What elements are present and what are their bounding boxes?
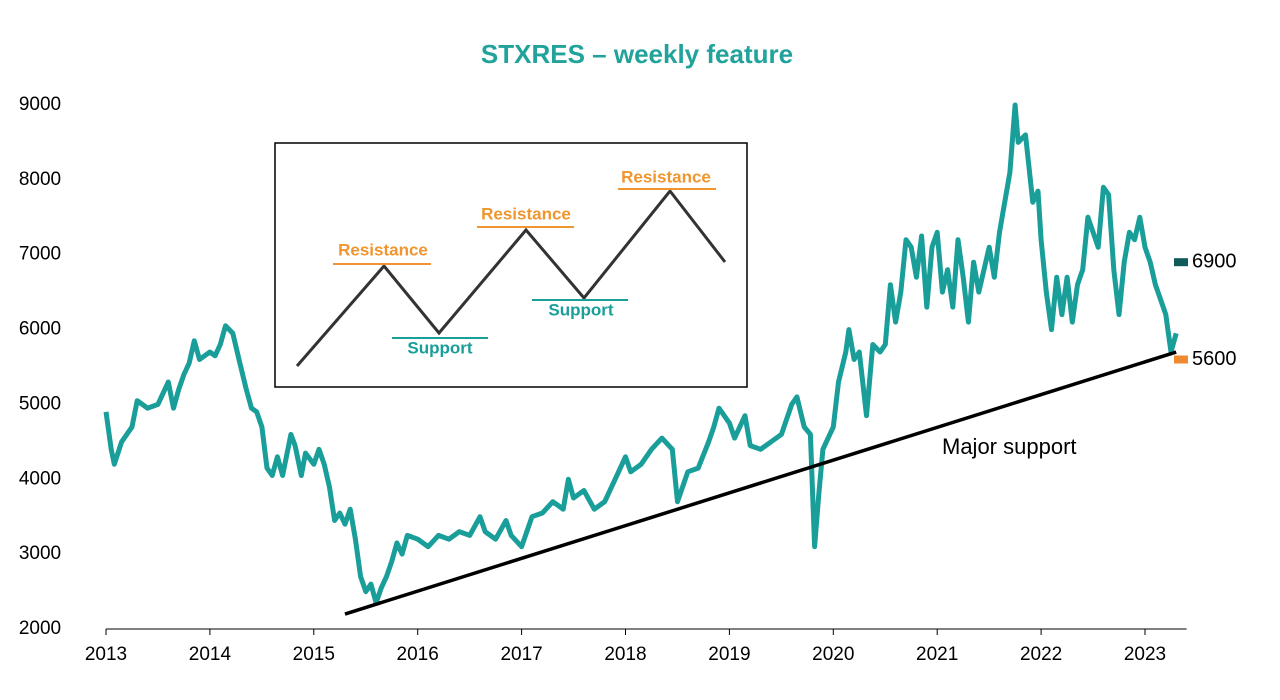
level-label: 6900 xyxy=(1192,250,1237,272)
inset-label: Resistance xyxy=(621,167,711,186)
x-tick-label: 2021 xyxy=(916,644,958,665)
y-tick-label: 7000 xyxy=(19,244,61,265)
y-tick-label: 4000 xyxy=(19,468,61,489)
x-tick-label: 2013 xyxy=(85,644,127,665)
inset-label: Resistance xyxy=(338,240,428,259)
x-tick-label: 2018 xyxy=(604,644,646,665)
price-line xyxy=(103,102,1179,606)
inset-label: Support xyxy=(548,300,613,319)
x-tick-label: 2016 xyxy=(397,644,439,665)
y-tick-label: 5000 xyxy=(19,393,61,414)
x-tick-label: 2019 xyxy=(708,644,750,665)
y-tick-label: 2000 xyxy=(19,618,61,639)
x-tick-label: 2017 xyxy=(500,644,542,665)
inset-label: Support xyxy=(407,338,472,357)
x-tick-label: 2020 xyxy=(812,644,854,665)
zigzag xyxy=(295,188,727,367)
x-tick-label: 2023 xyxy=(1124,644,1166,665)
x-tick-label: 2015 xyxy=(293,644,335,665)
inset: Resistance Support Resistance Support Re… xyxy=(274,142,748,388)
level-marker xyxy=(1174,258,1188,267)
inset-label: Resistance xyxy=(481,204,571,223)
level-label: 5600 xyxy=(1192,348,1237,370)
chart-title: STXRES – weekly feature xyxy=(481,39,793,69)
trendline-label: Major support xyxy=(942,434,1077,459)
level-marker xyxy=(1174,355,1188,364)
x-tick-label: 2022 xyxy=(1020,644,1062,665)
x-tick-label: 2014 xyxy=(189,644,232,665)
y-tick-label: 3000 xyxy=(19,543,61,564)
y-tick-label: 6000 xyxy=(19,319,61,340)
y-tick-label: 9000 xyxy=(19,94,61,115)
trendline xyxy=(344,350,1177,616)
y-tick-label: 8000 xyxy=(19,169,61,190)
